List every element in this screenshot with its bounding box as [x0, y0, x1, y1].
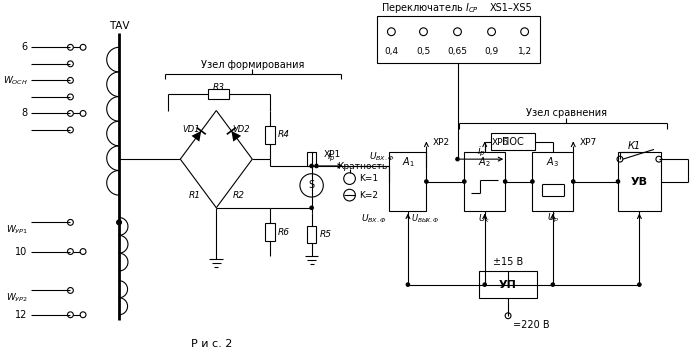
Text: $U_{ВХ.Ф}$: $U_{ВХ.Ф}$: [369, 151, 395, 164]
Circle shape: [483, 283, 486, 286]
Circle shape: [456, 157, 459, 161]
Bar: [479, 271, 538, 298]
Circle shape: [503, 180, 507, 183]
Text: S: S: [309, 180, 315, 190]
Bar: [491, 133, 536, 150]
Text: R5: R5: [319, 230, 331, 239]
Text: $W_{УР2}$: $W_{УР2}$: [6, 292, 27, 305]
Text: $A_2$: $A_2$: [478, 155, 491, 169]
Text: УВ: УВ: [631, 176, 648, 186]
Text: XP7: XP7: [580, 138, 597, 147]
Bar: [307, 226, 316, 243]
Text: R6: R6: [278, 228, 290, 237]
Text: $A_3$: $A_3$: [547, 155, 559, 169]
Text: XP6: XP6: [491, 138, 509, 147]
Bar: [307, 152, 316, 166]
Text: $U_p$: $U_p$: [547, 212, 559, 225]
Text: $i_p$: $i_p$: [477, 144, 486, 159]
Bar: [618, 152, 661, 211]
Text: XS1–XS5: XS1–XS5: [489, 3, 533, 14]
Text: УП: УП: [499, 280, 517, 290]
Text: XP2: XP2: [433, 138, 450, 147]
Circle shape: [406, 283, 410, 286]
Circle shape: [117, 220, 122, 225]
Text: 0,65: 0,65: [447, 47, 468, 56]
Text: Р и с. 2: Р и с. 2: [191, 339, 232, 349]
Bar: [265, 223, 274, 241]
Text: VD2: VD2: [232, 125, 250, 134]
Text: $i_p$: $i_p$: [327, 150, 335, 164]
Text: =220 В: =220 В: [513, 321, 550, 331]
Text: 1,2: 1,2: [517, 47, 532, 56]
Text: 10: 10: [15, 247, 27, 257]
Text: Узел формирования: Узел формирования: [201, 60, 304, 70]
Text: R1: R1: [189, 191, 201, 200]
Text: K=2: K=2: [359, 191, 378, 200]
Text: XP1: XP1: [323, 150, 340, 159]
Bar: [265, 126, 274, 144]
Circle shape: [310, 206, 314, 210]
Circle shape: [638, 283, 641, 286]
Text: Переключатель $I_{СР}$: Переключатель $I_{СР}$: [382, 1, 480, 15]
Circle shape: [571, 180, 575, 183]
Bar: [464, 152, 505, 211]
Text: 12: 12: [15, 310, 27, 320]
Circle shape: [315, 164, 318, 168]
Text: R4: R4: [278, 130, 290, 139]
Text: K=1: K=1: [359, 174, 379, 183]
Circle shape: [531, 180, 534, 183]
Text: $W_{УР1}$: $W_{УР1}$: [6, 224, 27, 236]
Text: 8: 8: [22, 109, 27, 119]
Text: Узел сравнения: Узел сравнения: [526, 109, 607, 119]
Bar: [533, 152, 573, 211]
Text: ПОС: ПОС: [502, 137, 524, 147]
Text: ТАV: ТАV: [108, 21, 130, 31]
Text: 0,5: 0,5: [416, 47, 430, 56]
Bar: [208, 89, 230, 99]
Polygon shape: [192, 131, 201, 142]
Polygon shape: [232, 131, 241, 142]
Circle shape: [425, 180, 428, 183]
Circle shape: [310, 164, 314, 168]
Text: $A_1$: $A_1$: [402, 155, 414, 169]
Text: R2: R2: [232, 191, 245, 200]
Text: Кратность: Кратность: [337, 162, 387, 171]
Text: 0,4: 0,4: [384, 47, 398, 56]
Text: $U_k$: $U_k$: [479, 212, 491, 225]
Text: R3: R3: [213, 83, 225, 92]
Circle shape: [616, 180, 620, 183]
Circle shape: [551, 283, 554, 286]
Text: VD1: VD1: [183, 125, 200, 134]
Circle shape: [463, 180, 466, 183]
Text: $W_{ОСН}$: $W_{ОСН}$: [3, 74, 27, 87]
Bar: [389, 152, 426, 211]
Text: ±15 В: ±15 В: [493, 257, 523, 267]
Bar: [377, 16, 540, 63]
Text: $U_{ВЫХ.Ф}$: $U_{ВЫХ.Ф}$: [411, 212, 440, 225]
Text: 0,9: 0,9: [484, 47, 498, 56]
Text: 6: 6: [22, 42, 27, 52]
Text: $U_{ВХ.Ф}$: $U_{ВХ.Ф}$: [361, 212, 386, 225]
Text: К1: К1: [628, 141, 641, 151]
